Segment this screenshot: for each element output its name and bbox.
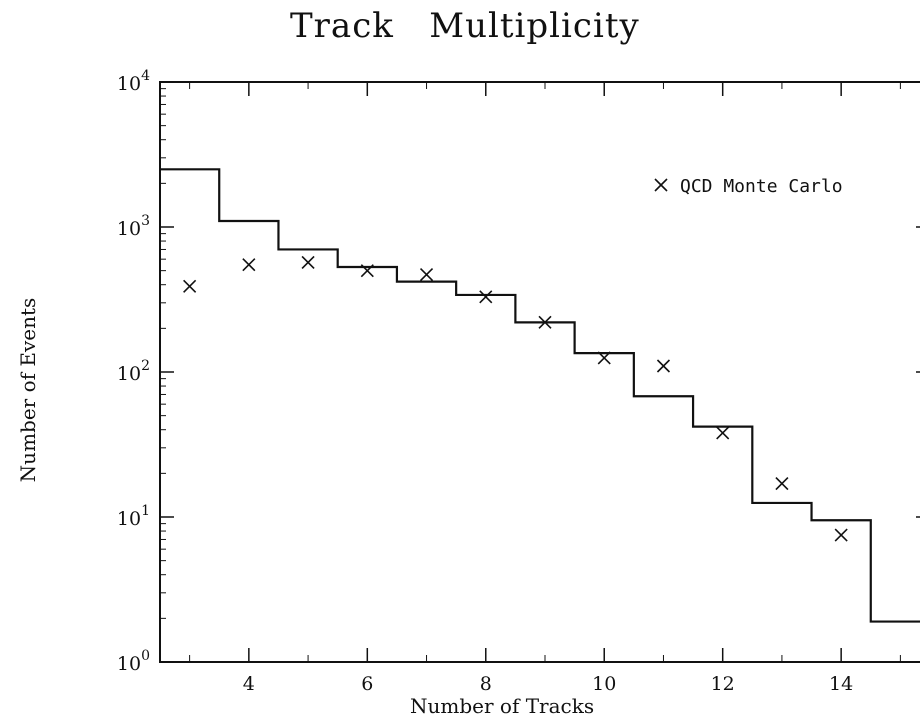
x-tick-label: 4 — [243, 673, 255, 695]
mc-point — [479, 290, 493, 304]
minor-ticks — [160, 82, 901, 662]
marker-stroke — [301, 255, 315, 269]
x-tick-label: 12 — [711, 673, 735, 695]
mc-point — [183, 279, 197, 293]
histogram-series — [160, 168, 920, 623]
legend-x-symbol — [654, 178, 668, 192]
chart-title: Track Multiplicity — [290, 6, 640, 46]
monte-carlo-series — [183, 255, 848, 542]
marker-stroke — [360, 264, 374, 278]
mc-point — [834, 528, 848, 542]
mc-point — [419, 267, 434, 282]
plot-frame — [159, 81, 920, 663]
mc-point — [360, 264, 374, 278]
y-tick-label: 101 — [117, 503, 150, 530]
mc-point — [656, 359, 671, 373]
marker-stroke — [656, 359, 671, 373]
marker-stroke — [242, 258, 256, 272]
y-tick-label: 100 — [117, 648, 150, 675]
x-tick-label: 10 — [592, 673, 616, 695]
legend: QCD Monte Carlo — [654, 176, 843, 197]
marker-stroke — [183, 279, 197, 293]
legend-marker-x — [654, 178, 668, 192]
mc-point — [716, 426, 730, 440]
legend-label-qcd-monte-carlo: QCD Monte Carlo — [680, 176, 843, 197]
mc-point — [775, 477, 789, 491]
x-axis-label: Number of Tracks — [410, 694, 595, 718]
marker-stroke — [834, 528, 848, 542]
marker-stroke — [479, 290, 493, 304]
marker-stroke — [775, 477, 789, 491]
mc-point — [301, 255, 315, 269]
mc-point — [242, 258, 256, 272]
y-axis-ticks: 100 101 102 103 104 — [117, 68, 920, 675]
y-tick-label: 104 — [117, 68, 150, 95]
x-axis-ticks: 4 6 8 10 12 14 — [243, 82, 853, 695]
x-tick-label: 6 — [361, 673, 373, 695]
marker-stroke — [716, 426, 730, 440]
y-tick-label: 102 — [117, 358, 150, 385]
marker-stroke — [597, 351, 611, 365]
histogram-step-line — [160, 168, 920, 623]
mc-point — [538, 315, 552, 329]
x-tick-label: 8 — [480, 673, 492, 695]
marker-stroke — [654, 178, 668, 192]
marker-stroke — [538, 315, 552, 329]
y-tick-label: 103 — [117, 213, 150, 240]
mc-point — [597, 351, 611, 365]
marker-stroke — [419, 267, 434, 282]
x-tick-label: 14 — [829, 673, 853, 695]
